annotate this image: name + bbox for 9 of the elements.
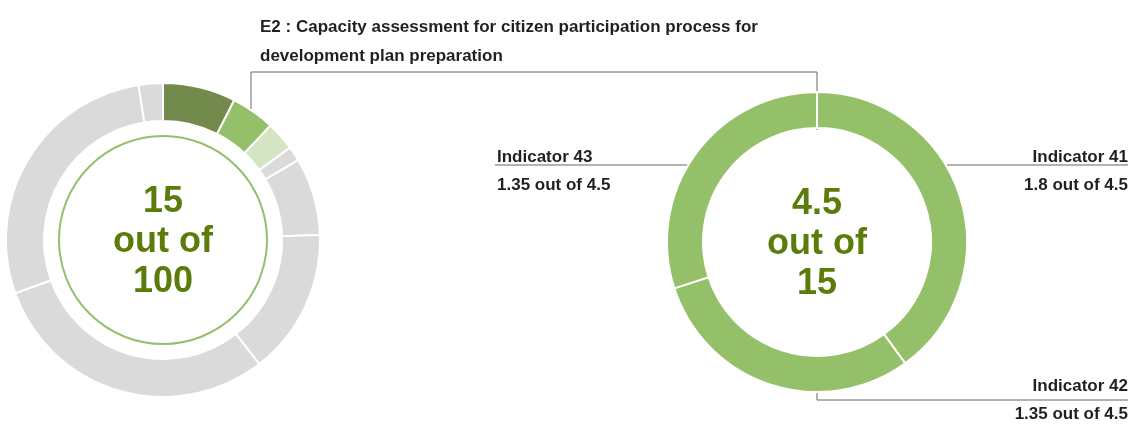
- data-label: 1.35 out of 4.5: [497, 174, 611, 196]
- data-label: 1.8 out of 4.5: [1024, 174, 1128, 196]
- slice-label: Indicator 42: [1031, 375, 1128, 397]
- slice-label: Indicator 41: [1031, 146, 1128, 168]
- chart-title: E2 : Capacity assessment for citizen participation process for development plan preparation: [260, 16, 759, 67]
- text: 4.5 out of 15: [766, 181, 868, 302]
- text: 15 out of 100: [112, 179, 214, 300]
- slice-label: Indicator 43: [497, 146, 594, 168]
- data-label: 1.35 out of 4.5: [1014, 403, 1128, 425]
